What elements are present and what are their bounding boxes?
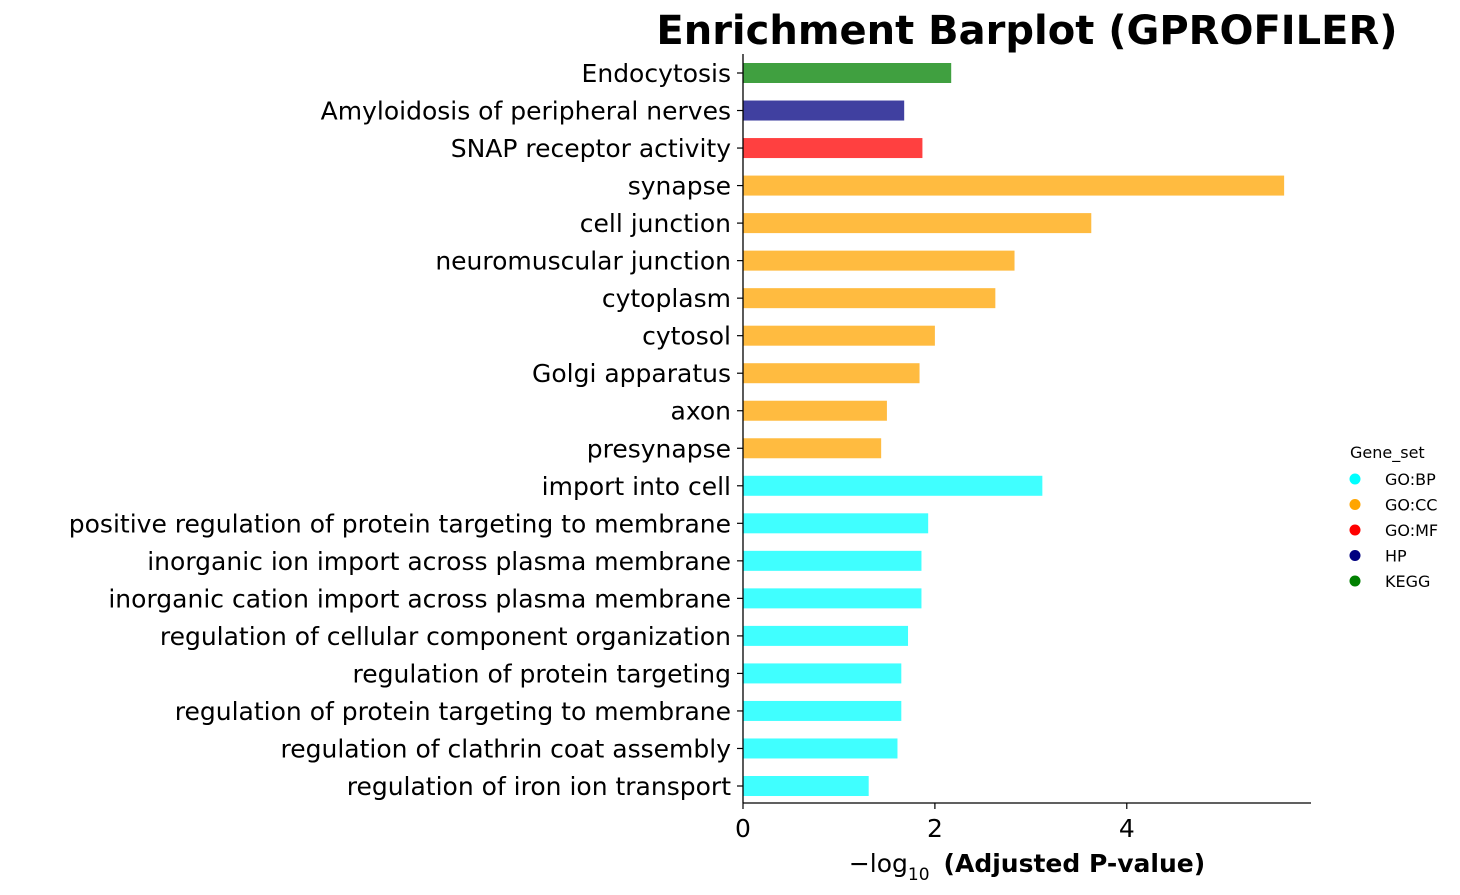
- category-label: regulation of cellular component organiz…: [160, 622, 731, 651]
- category-label: Endocytosis: [582, 59, 731, 88]
- legend-label: KEGG: [1385, 572, 1430, 591]
- x-axis-label-bold: (Adjusted P-value): [944, 849, 1206, 878]
- bar: [743, 438, 882, 459]
- category-label: regulation of clathrin coat assembly: [281, 734, 732, 763]
- bar: [743, 288, 996, 309]
- x-tick-label: 0: [735, 814, 751, 843]
- category-label: presynapse: [587, 434, 731, 463]
- x-axis-label-prefix: −log: [849, 849, 908, 878]
- legend-marker: [1349, 524, 1361, 536]
- legend-marker: [1349, 550, 1361, 561]
- category-label: regulation of protein targeting: [353, 659, 731, 688]
- bar: [743, 475, 1043, 496]
- legend-label: GO:MF: [1385, 521, 1438, 540]
- bar: [743, 776, 869, 796]
- bar: [743, 63, 952, 83]
- category-label: regulation of iron ion transport: [347, 772, 731, 801]
- bar: [743, 513, 929, 534]
- category-labels: Endocytosis Amyloidosis of peripheral ner…: [69, 59, 743, 801]
- category-label: cytosol: [642, 322, 731, 351]
- x-tick-label: 2: [927, 814, 943, 843]
- legend-label: GO:CC: [1385, 496, 1437, 515]
- bar: [743, 550, 922, 571]
- category-label: axon: [671, 397, 732, 426]
- legend-marker: [1349, 499, 1361, 510]
- category-label: synapse: [628, 172, 731, 201]
- bar: [743, 588, 922, 609]
- category-label: cell junction: [580, 209, 731, 238]
- bar: [743, 325, 935, 346]
- category-label: positive regulation of protein targeting…: [69, 509, 731, 538]
- x-tick-label: 4: [1119, 814, 1135, 843]
- bar: [743, 625, 909, 646]
- category-label: Amyloidosis of peripheral nerves: [321, 97, 731, 126]
- legend-marker: [1349, 575, 1361, 587]
- category-label: Golgi apparatus: [532, 359, 731, 388]
- legend-title: Gene_set: [1350, 443, 1425, 463]
- x-axis-label: −log10 (Adjusted P-value): [849, 849, 1205, 885]
- category-label: inorganic cation import across plasma me…: [108, 584, 731, 613]
- bar: [743, 100, 905, 121]
- bar: [743, 138, 923, 159]
- bar: [743, 363, 920, 384]
- x-ticks: 0 2 4: [735, 803, 1135, 843]
- category-label: neuromuscular junction: [435, 247, 731, 276]
- bar: [743, 400, 887, 421]
- category-label: import into cell: [542, 472, 731, 501]
- legend-label: GO:BP: [1385, 470, 1436, 489]
- category-label: SNAP receptor activity: [451, 134, 731, 163]
- category-label: regulation of protein targeting to membr…: [175, 697, 731, 726]
- bar: [743, 700, 902, 721]
- legend-marker: [1349, 473, 1361, 485]
- bar: [743, 175, 1285, 196]
- bars-layer: [743, 63, 1285, 796]
- chart-title: Enrichment Barplot (GPROFILER): [656, 8, 1397, 54]
- bar: [743, 663, 902, 684]
- bar: [743, 213, 1092, 234]
- axes: [742, 54, 1311, 804]
- category-label: cytoplasm: [602, 284, 731, 313]
- category-label: inorganic ion import across plasma membr…: [147, 547, 731, 576]
- x-axis-label-subscript: 10: [908, 865, 930, 885]
- legend: Gene_set GO:BP GO:CC GO:MF HP KEGG: [1349, 443, 1438, 591]
- legend-label: HP: [1385, 547, 1407, 566]
- bar: [743, 250, 1015, 271]
- bar: [743, 738, 898, 759]
